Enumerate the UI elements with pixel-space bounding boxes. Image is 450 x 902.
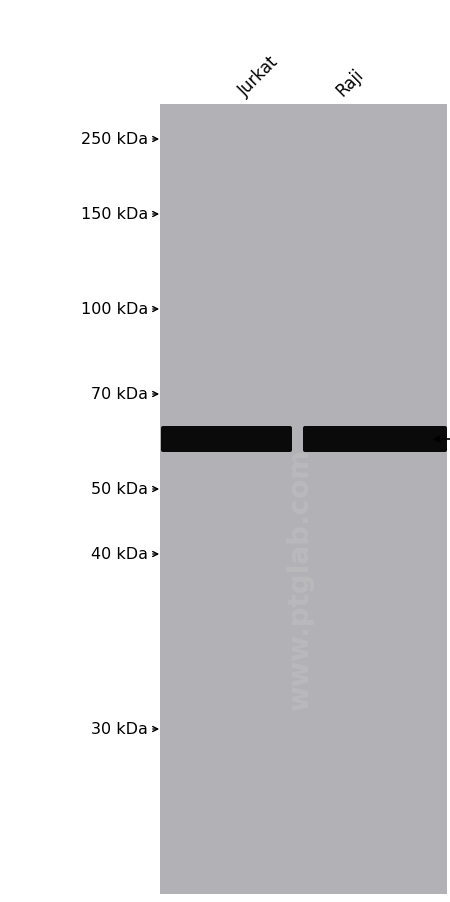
Text: 70 kDa: 70 kDa	[91, 387, 148, 402]
Bar	[160, 105, 447, 894]
Text: 50 kDa: 50 kDa	[91, 482, 148, 497]
Text: 40 kDa: 40 kDa	[91, 547, 148, 562]
Text: 30 kDa: 30 kDa	[91, 722, 148, 737]
Text: Jurkat: Jurkat	[235, 53, 282, 100]
Text: 150 kDa: 150 kDa	[81, 207, 148, 222]
Text: 250 kDa: 250 kDa	[81, 133, 148, 147]
FancyBboxPatch shape	[161, 427, 292, 453]
FancyBboxPatch shape	[303, 427, 447, 453]
Text: Raji: Raji	[332, 66, 367, 100]
Text: 100 kDa: 100 kDa	[81, 302, 148, 318]
Text: www.ptglab.com: www.ptglab.com	[286, 448, 314, 710]
